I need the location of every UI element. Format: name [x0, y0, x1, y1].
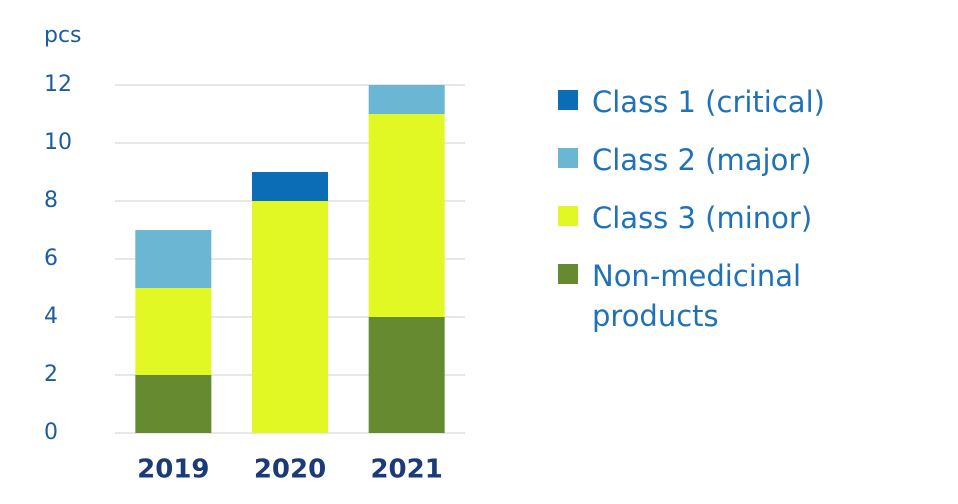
bar-segment — [135, 375, 212, 433]
y-tick-label: 6 — [44, 246, 58, 271]
y-tick-label: 4 — [44, 304, 58, 329]
y-tick-label: 8 — [44, 188, 58, 213]
y-tick-label: 0 — [44, 420, 58, 445]
bar-segment — [368, 317, 445, 433]
y-axis-label: pcs — [44, 23, 82, 48]
legend-swatch — [558, 264, 578, 284]
bar-segment — [135, 288, 212, 375]
bar-segment — [368, 114, 445, 317]
legend-swatch — [558, 90, 578, 110]
bar-segment — [252, 201, 328, 433]
y-tick-label: 12 — [44, 72, 72, 97]
legend-item: Class 3 (minor) — [558, 198, 938, 238]
x-tick-label: 2021 — [370, 455, 442, 485]
legend-label: Class 2 (major) — [592, 143, 812, 177]
y-tick-label: 10 — [44, 130, 72, 155]
legend-swatch — [558, 148, 578, 168]
bar-segment — [252, 172, 328, 201]
legend-item: Non-medicinal products — [558, 256, 938, 336]
legend-item: Class 2 (major) — [558, 140, 938, 180]
bar-segment — [368, 85, 445, 114]
legend-label: Class 3 (minor) — [592, 201, 813, 235]
legend-swatch — [558, 206, 578, 226]
y-tick-label: 2 — [44, 362, 58, 387]
bar-segment — [135, 230, 212, 288]
legend-item: Class 1 (critical) — [558, 82, 938, 122]
legend: Class 1 (critical) Class 2 (major) Class 3… — [558, 82, 938, 354]
x-tick-label: 2020 — [254, 455, 326, 485]
x-tick-label: 2019 — [137, 455, 209, 485]
legend-label: Class 1 (critical) — [592, 85, 825, 119]
legend-label: Non-medicinal products — [592, 259, 802, 333]
